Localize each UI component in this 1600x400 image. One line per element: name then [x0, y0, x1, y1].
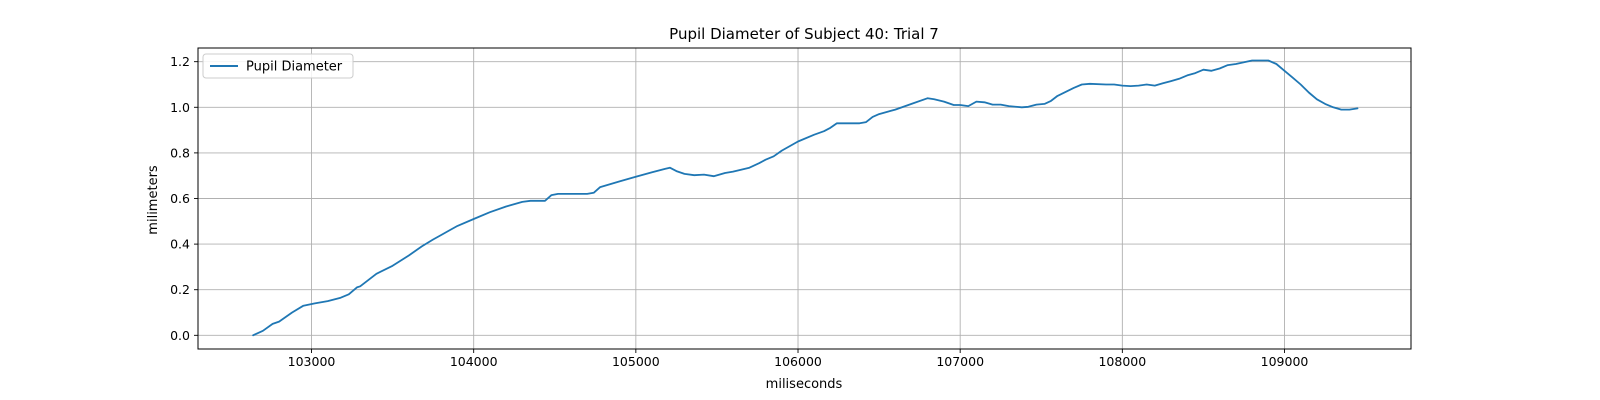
x-tick-label: 109000: [1261, 354, 1309, 369]
legend-label: Pupil Diameter: [246, 60, 343, 75]
grid: [198, 48, 1411, 349]
x-tick-label: 105000: [612, 354, 660, 369]
x-tick-label: 104000: [450, 354, 498, 369]
y-tick-label: 0.8: [170, 145, 190, 160]
chart-title: Pupil Diameter of Subject 40: Trial 7: [669, 25, 939, 43]
y-tick-label: 0.0: [170, 328, 190, 343]
y-tick-label: 0.6: [170, 191, 190, 206]
axes-frame: [197, 47, 1412, 350]
x-tick-label: 107000: [936, 354, 984, 369]
x-tick-label: 108000: [1098, 354, 1146, 369]
legend-box: [202, 53, 354, 79]
y-tick-label: 1.0: [170, 100, 190, 115]
x-tick-label: 106000: [774, 354, 822, 369]
y-tick-label: 1.2: [170, 54, 190, 69]
y-axis-label: milimeters: [146, 165, 161, 235]
series-line-pupil-diameter: [252, 59, 1359, 337]
y-tick-label: 0.4: [170, 237, 190, 252]
x-axis: 103000 104000 105000 106000 107000 108000 1090…: [288, 349, 1309, 369]
y-tick-label: 0.2: [170, 282, 190, 297]
y-axis: 0.0 0.2 0.4 0.6 0.8 1.0 1.2: [170, 54, 198, 343]
x-tick-label: 103000: [288, 354, 336, 369]
legend: Pupil Diameter: [202, 53, 354, 79]
x-axis-label: miliseconds: [766, 377, 843, 392]
plot-area: [252, 59, 1359, 337]
